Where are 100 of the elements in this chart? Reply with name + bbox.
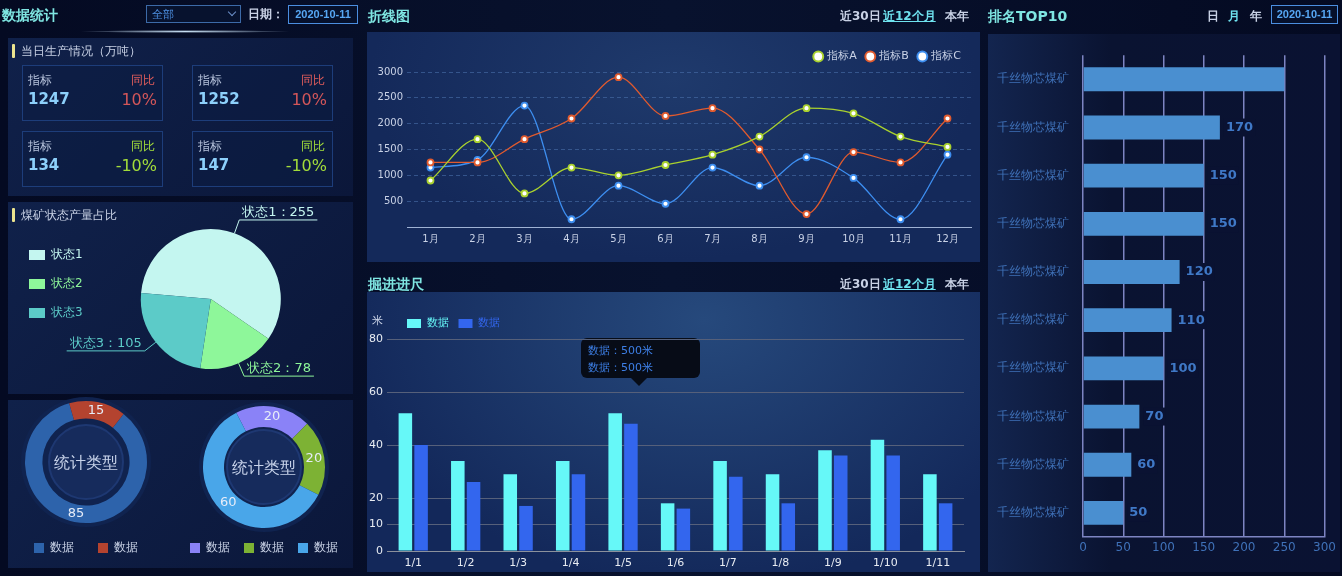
text: 本年: [945, 9, 969, 23]
chart-title: 折线图: [368, 8, 410, 24]
y-tick-label: 1500: [377, 143, 403, 155]
x-tick-label: 1/9: [824, 556, 842, 570]
data-label: 150: [1209, 215, 1237, 231]
text: 近12个月: [883, 277, 936, 291]
y-tick-label: 千丝物芯煤矿: [997, 456, 1069, 471]
data-label: 110: [1177, 311, 1205, 327]
x-tick-label: 1/11: [925, 556, 951, 570]
x-tick-label: 2月: [469, 232, 486, 244]
data-label: 20: [305, 450, 323, 466]
y-tick-label: 10: [369, 517, 383, 531]
data-label: 状态2：78: [246, 359, 311, 375]
text: 日: [1207, 9, 1219, 23]
text: 统计类型: [232, 457, 296, 477]
legend-label: 状态1: [50, 247, 83, 262]
x-tick-label: 3月: [516, 232, 533, 244]
text: 数据统计: [2, 7, 58, 23]
x-tick-label: 11月: [889, 232, 912, 244]
y-tick-label: 千丝物芯煤矿: [997, 505, 1069, 520]
y-tick-label: 千丝物芯煤矿: [997, 408, 1069, 423]
y-tick-label: 2500: [377, 91, 403, 103]
data-label: 70: [1145, 407, 1164, 423]
y-tick-label: 2000: [377, 117, 403, 129]
legend-label: 数据: [50, 540, 74, 555]
x-tick-label: 1/8: [771, 556, 790, 570]
x-tick-label: 8月: [751, 232, 768, 244]
y-tick-label: 20: [369, 490, 383, 504]
text: 本年: [945, 277, 969, 291]
legend-label: 指标B: [878, 49, 909, 63]
data-label: 60: [220, 494, 237, 510]
annotation: 数据：500米: [588, 361, 653, 374]
annotation: 数据：500米: [588, 344, 653, 357]
text: 年: [1250, 9, 1262, 23]
x-tick-label: 100: [1152, 540, 1175, 555]
legend-label: 状态3: [50, 305, 83, 320]
y-tick-label: 千丝物芯煤矿: [997, 167, 1069, 182]
text: 当日生产情况（万吨）: [21, 44, 141, 58]
data-label: 50: [1129, 504, 1148, 520]
y-tick-label: 40: [369, 437, 383, 451]
card: 指标 1247 同比 10%: [22, 65, 163, 121]
text: 日期：: [248, 7, 284, 21]
card: 指标 147 同比 -10%: [192, 131, 333, 187]
y-tick-label: 500: [383, 194, 403, 206]
legend-label: 指标A: [826, 49, 858, 63]
data-label: 60: [1137, 456, 1156, 472]
date-field: 2020-10-11: [1271, 5, 1338, 24]
x-tick-label: 10月: [842, 232, 865, 244]
x-tick-label: 200: [1232, 540, 1256, 555]
y-tick-label: 3000: [377, 65, 403, 77]
legend-label: 数据: [260, 540, 284, 555]
data-label: 85: [67, 504, 85, 520]
y-tick-label: 千丝物芯煤矿: [997, 119, 1069, 134]
y-tick-label: 千丝物芯煤矿: [997, 215, 1069, 230]
chart-title: 排名TOP10: [988, 8, 1068, 24]
data-label: 状态3：105: [68, 334, 142, 350]
x-tick-label: 1/6: [666, 556, 685, 570]
y-tick-label: 60: [369, 384, 383, 398]
legend-label: 数据: [206, 540, 230, 555]
legend-label: 指标C: [930, 49, 962, 63]
text: 统计类型: [54, 452, 118, 472]
chart-title: 煤矿状态产量占比: [21, 208, 117, 222]
x-tick-label: 7月: [704, 232, 721, 244]
x-tick-label: 9月: [798, 232, 815, 244]
x-tick-label: 5月: [610, 232, 627, 244]
card: 指标 1252 同比 10%: [192, 65, 333, 121]
text: 近12个月: [883, 9, 936, 23]
x-tick-label: 1/5: [614, 556, 632, 570]
card: 指标 134 同比 -10%: [22, 131, 163, 187]
x-tick-label: 1/10: [872, 556, 898, 570]
data-label: 状态1：255: [241, 203, 315, 219]
dropdown: 全部: [146, 5, 241, 23]
data-label: 100: [1169, 359, 1197, 375]
y-tick-label: 千丝物芯煤矿: [997, 360, 1069, 375]
date-field: 2020-10-11: [288, 5, 358, 24]
x-tick-label: 1/2: [456, 556, 475, 570]
y-tick-label: 1000: [377, 168, 403, 180]
x-tick-label: 1/7: [719, 556, 737, 570]
x-tick-label: 4月: [563, 232, 580, 244]
data-label: 170: [1225, 118, 1254, 134]
legend-label: 数据: [478, 316, 500, 330]
x-tick-label: 1/1: [404, 556, 423, 570]
y-tick-label: 千丝物芯煤矿: [997, 264, 1069, 279]
legend-label: 状态2: [50, 276, 83, 291]
legend-label: 数据: [114, 540, 138, 555]
legend-label: 数据: [314, 540, 338, 555]
y-tick-label: 千丝物芯煤矿: [997, 312, 1069, 327]
x-tick-label: 150: [1192, 540, 1216, 555]
data-label: 15: [87, 402, 105, 418]
data-label: 20: [263, 408, 281, 424]
x-tick-label: 1月: [422, 232, 439, 244]
x-tick-label: 1/4: [561, 556, 580, 570]
data-label: 120: [1185, 263, 1213, 279]
text: 月: [1228, 9, 1240, 23]
chart-title: 掘进进尺: [368, 276, 424, 292]
tooltip: 数据：500米 数据：500米: [581, 338, 700, 386]
x-tick-label: 300: [1313, 540, 1336, 555]
text: 近30日: [840, 277, 881, 291]
x-tick-label: 0: [1079, 540, 1087, 555]
data-label: 150: [1209, 167, 1237, 183]
